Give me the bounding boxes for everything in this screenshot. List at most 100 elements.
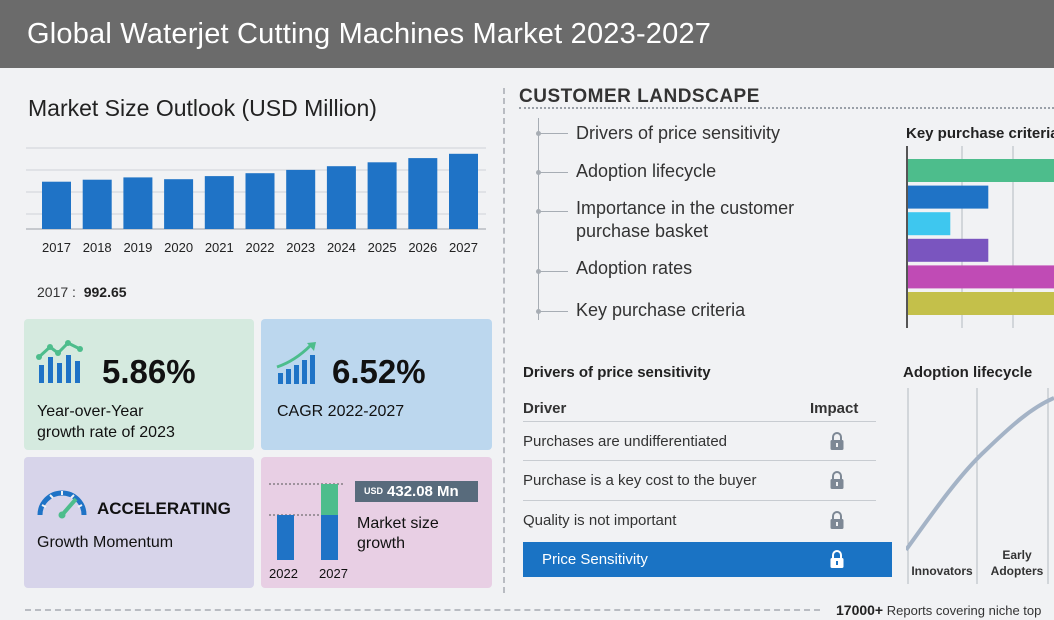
bar-2026 [408,158,438,229]
growth-card: 2022 2027 Market size growth [261,457,492,588]
momentum-label: Growth Momentum [37,534,174,551]
stage-early-line2: Adopters [990,564,1044,578]
vertical-divider [503,88,505,593]
tree-tick [540,311,568,312]
tree-dot [536,170,541,175]
yoy-card: 5.86% Year-over-Year growth rate of 2023 [24,319,254,450]
price-sensitivity-title: Drivers of price sensitivity [523,364,711,381]
kpc-bar [908,212,951,236]
lock-icon [830,511,844,529]
cagr-card: 6.52% CAGR 2022-2027 [261,319,492,450]
tree-tick [540,133,568,134]
yoy-label-line2: growth rate of 2023 [37,424,175,441]
stage-innovators: Innovators [911,564,973,578]
impact-column-header: Impact [810,400,859,417]
cagr-arrow-icon [276,342,316,384]
growth-label-line2: growth [357,535,406,552]
growth-label-line1: Market size [357,515,439,532]
driver-text: Purchase is a key cost to the buyer [523,472,757,489]
x-tick-label: 2018 [83,240,112,255]
table-row: Purchases are undifferentiated [523,421,876,461]
kpc-chart [906,146,1054,328]
kpc-bar [908,185,989,209]
bar-2017 [42,181,71,229]
growth-year-end: 2027 [319,566,348,581]
stage-early-line1: Early [1002,548,1032,562]
adoption-curve-chart [906,388,1054,584]
footer-text: Reports covering niche top [886,603,1042,618]
landscape-item: Adoption lifecycle [576,161,717,181]
x-tick-label: 2023 [286,240,315,255]
growth-year-start: 2022 [269,566,298,581]
tree-dot [536,269,541,274]
page-title: Global Waterjet Cutting Machines Market … [27,18,712,50]
x-tick-label: 2022 [246,240,275,255]
kpc-bar [908,292,1054,315]
tree-tick [540,211,568,212]
x-tick-label: 2025 [368,240,397,255]
tree-dot [536,131,541,136]
footer-note: 17000+ Reports covering niche top [836,602,1041,618]
growth-bars-icon [269,483,344,560]
kpc-bar [908,159,1054,182]
yoy-value: 5.86% [102,353,196,390]
driver-text: Purchases are undifferentiated [523,433,728,450]
landscape-item: Importance in the customer purchase bask… [576,198,795,241]
footer-count: 17000+ [836,602,884,618]
x-tick-label: 2020 [164,240,193,255]
bar-2022 [245,173,275,229]
landscape-item: Drivers of price sensitivity [576,123,781,143]
customer-landscape-title: CUSTOMER LANDSCAPE [519,86,760,107]
momentum-card: ACCELERATING Growth Momentum [24,457,254,588]
header-banner: Global Waterjet Cutting Machines Market … [0,0,1054,68]
bar-2023 [286,169,316,229]
lock-icon [830,432,844,450]
growth-chart-icon [36,340,83,383]
base-year-value: 992.65 [83,284,127,300]
summary-text: Price Sensitivity [542,551,648,568]
price-sensitivity-summary-row: Price Sensitivity [523,542,892,577]
x-tick-label: 2026 [408,240,437,255]
x-tick-label: 2019 [123,240,152,255]
cagr-value: 6.52% [332,353,426,390]
bar-2024 [326,166,356,229]
bar-2020 [164,179,194,229]
x-tick-label: 2021 [205,240,234,255]
cagr-label: CAGR 2022-2027 [277,403,405,420]
kpc-title: Key purchase criteria [906,125,1054,142]
x-tick-label: 2027 [449,240,478,255]
tree-line [538,118,539,320]
landscape-item: Key purchase criteria [576,300,746,320]
landscape-item: Adoption rates [576,258,693,278]
bar-2027 [449,153,478,229]
tree-dot [536,309,541,314]
kpc-bar [908,238,989,262]
speedometer-icon [37,490,87,519]
x-tick-label: 2024 [327,240,356,255]
table-row: Quality is not important [523,500,876,540]
table-row: Purchase is a key cost to the buyer [523,460,876,500]
base-year-note: 2017 : 992.65 [37,284,127,300]
lock-icon [830,550,844,568]
tree-tick [540,172,568,173]
driver-text: Quality is not important [523,512,677,529]
yoy-label-line1: Year-over-Year [37,403,144,420]
bar-2025 [367,162,397,229]
x-tick-label: 2017 [42,240,71,255]
adoption-lifecycle-title: Adoption lifecycle [903,364,1033,381]
growth-amount-badge: USD 432.08 Mn [355,481,478,502]
bar-2018 [82,179,112,229]
driver-column-header: Driver [523,400,567,417]
momentum-value: ACCELERATING [97,499,231,518]
growth-currency: USD [364,486,384,496]
base-year: 2017 [37,284,69,300]
lock-icon [830,471,844,489]
bar-2019 [123,177,153,229]
tree-tick [540,271,568,272]
growth-amount: 432.08 Mn [387,483,459,500]
kpc-bar [908,265,1054,289]
tree-dot [536,209,541,214]
bar-2021 [204,176,234,229]
customer-landscape-underline [519,107,1054,109]
market-size-chart: 2017 2018 2019 2020 2021 2022 2023 2024 2025 2026… [26,147,486,255]
